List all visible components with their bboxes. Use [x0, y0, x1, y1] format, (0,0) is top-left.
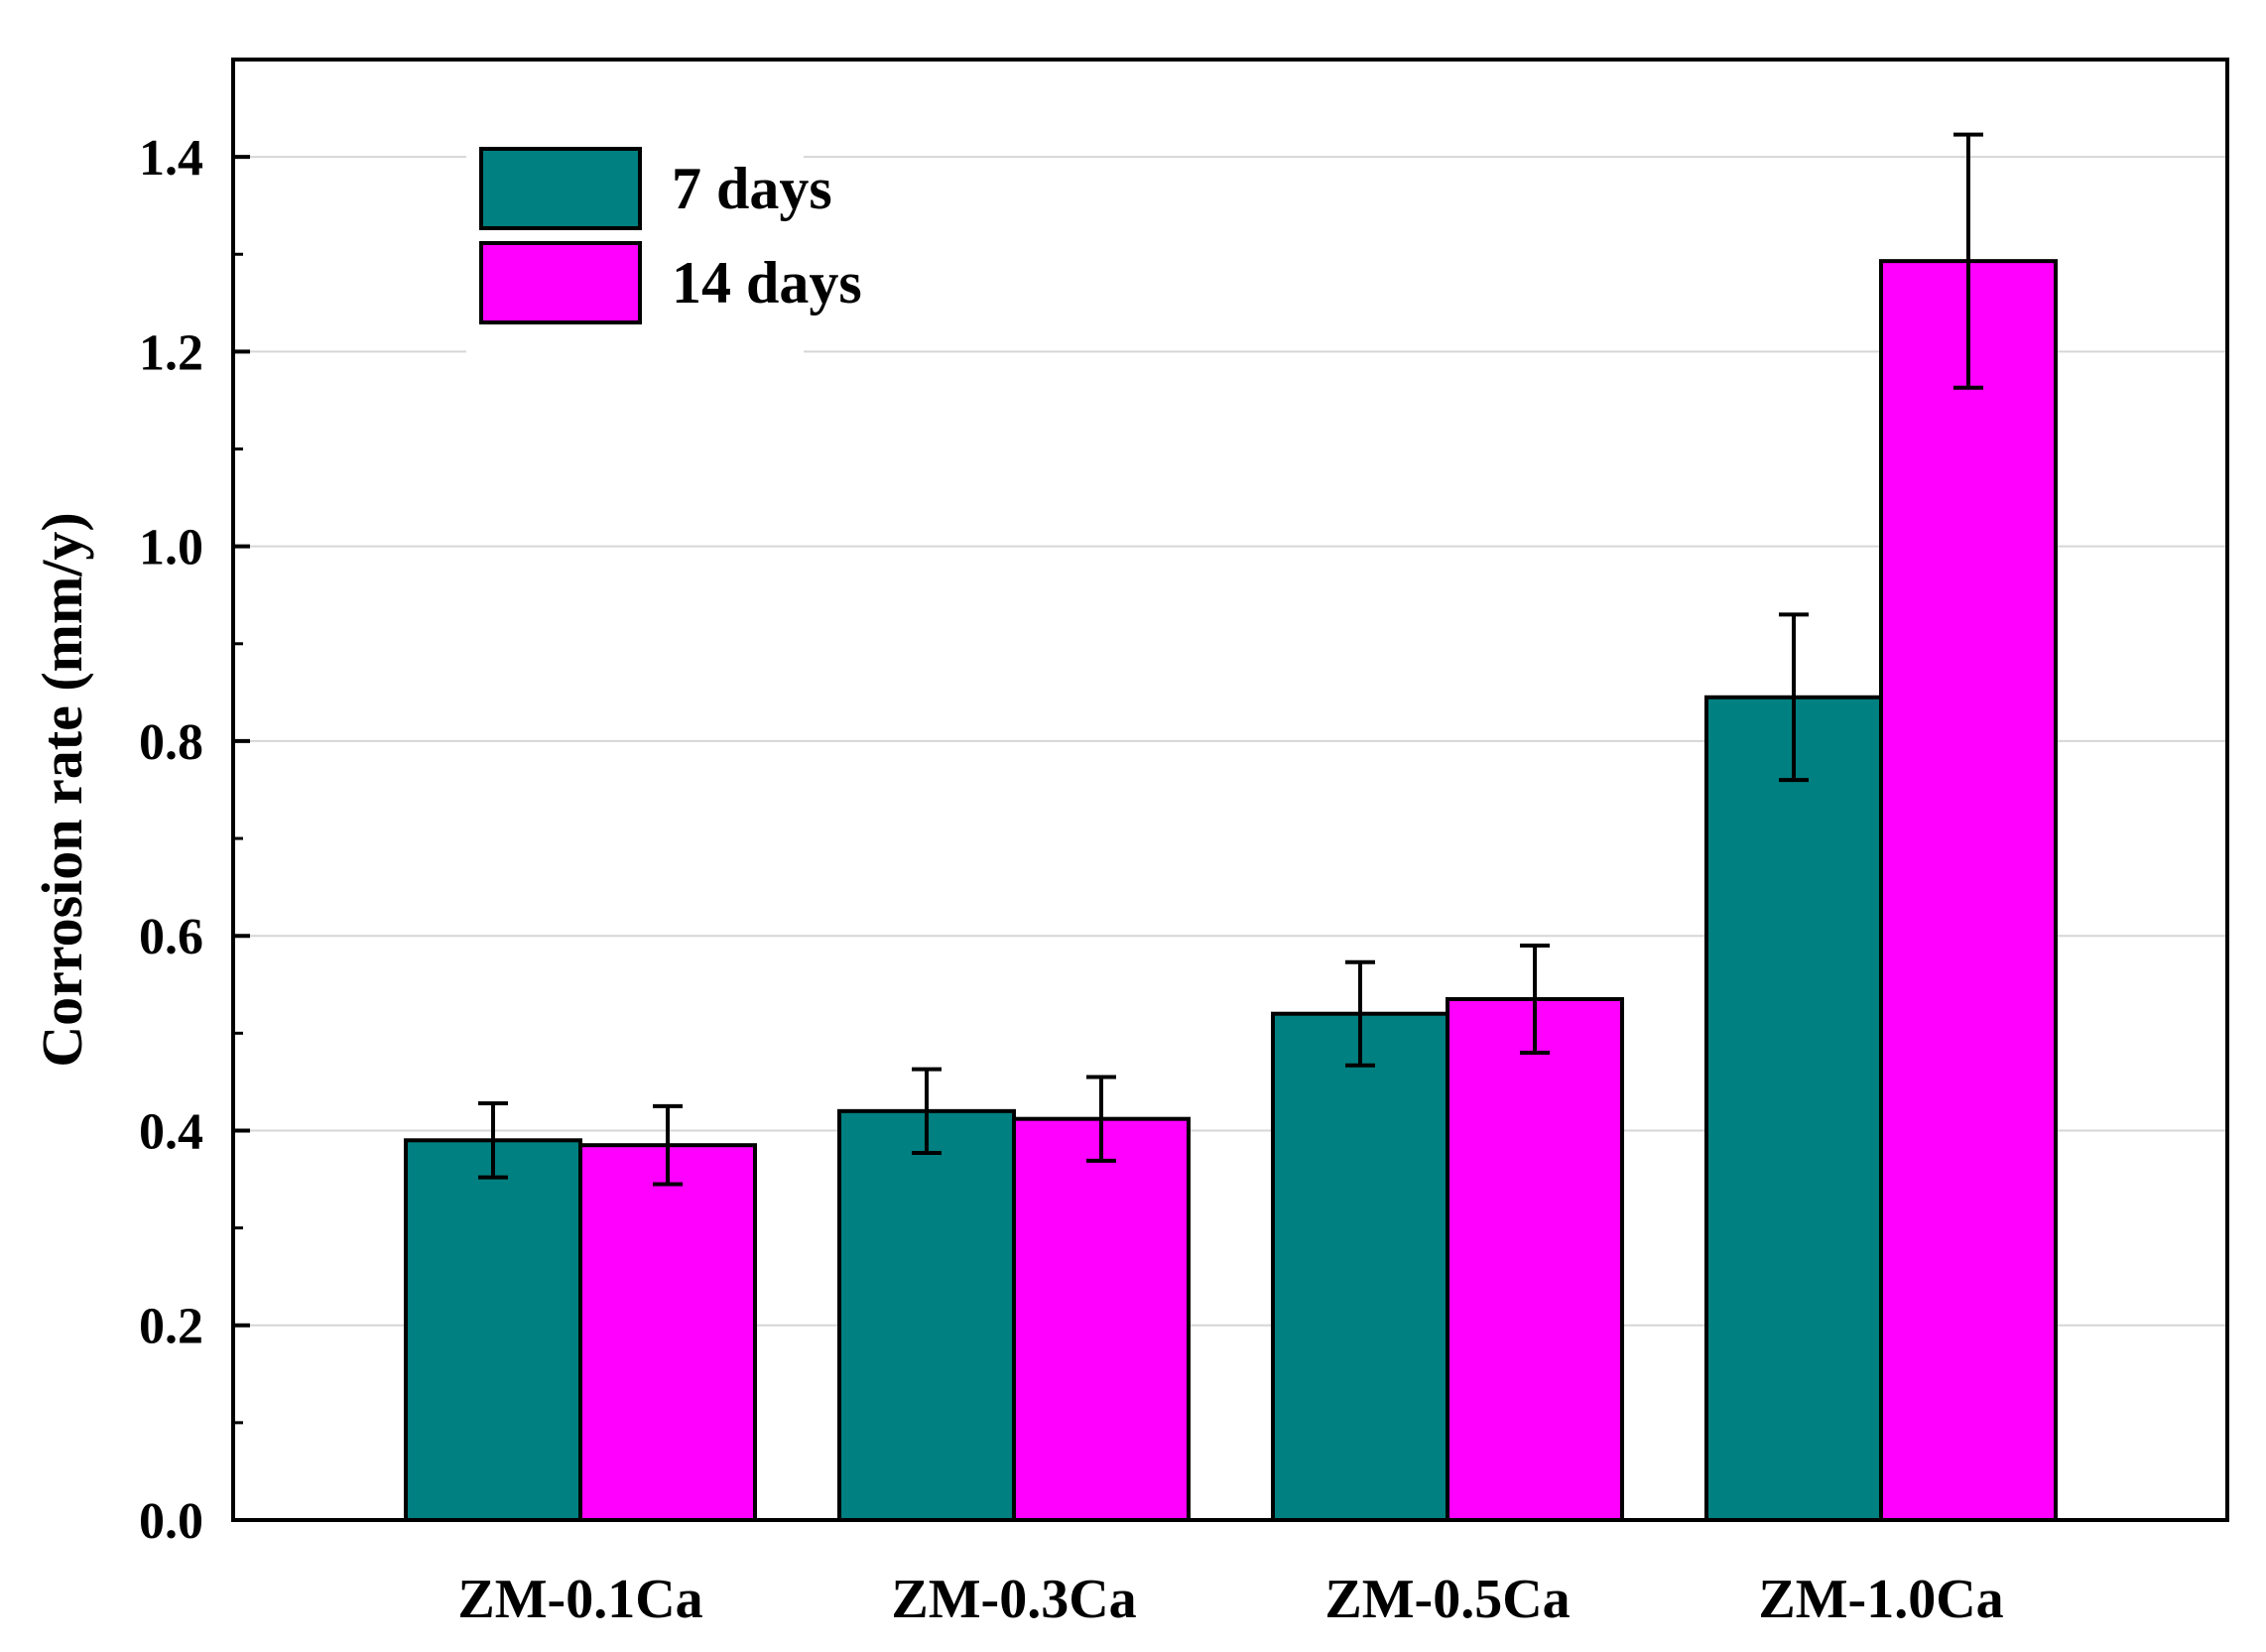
- axis-ticks: [233, 155, 250, 1522]
- legend-label: 14 days: [672, 250, 862, 316]
- x-tick-label: ZM-1.0Ca: [1758, 1569, 2003, 1630]
- bar: [1012, 1116, 1191, 1522]
- y-tick-label: 0.4: [139, 1103, 203, 1160]
- y-tick-label: 0.8: [139, 714, 203, 771]
- legend: 7 days 14 days: [466, 117, 862, 355]
- x-tick-label: ZM-0.3Ca: [891, 1569, 1136, 1630]
- bar: [1704, 695, 1883, 1522]
- legend-swatch: [479, 147, 642, 230]
- x-tick-label: ZM-0.1Ca: [457, 1569, 702, 1630]
- error-bars: [478, 132, 1983, 1187]
- y-tick-label: 0.6: [139, 909, 203, 965]
- y-axis-title: Corrosion rate (mm/y): [30, 512, 94, 1067]
- y-tick-labels: 0.0 0.2 0.4 0.6 0.8 1.0 1.2 1.4: [139, 130, 203, 1550]
- bar: [1446, 996, 1624, 1522]
- y-tick-label: 1.4: [139, 130, 203, 187]
- y-tick-label: 1.0: [139, 520, 203, 576]
- bar: [578, 1143, 757, 1522]
- y-tick-label: 0.2: [139, 1299, 203, 1355]
- bar: [1879, 259, 2058, 1522]
- x-tick-label: ZM-0.5Ca: [1324, 1569, 1570, 1630]
- legend-swatch: [479, 241, 642, 324]
- plot-frame: [231, 58, 2229, 1522]
- bar: [837, 1108, 1016, 1522]
- legend-label: 7 days: [672, 156, 832, 221]
- bar: [1271, 1011, 1449, 1522]
- y-tick-label: 0.0: [139, 1493, 203, 1550]
- bar: [404, 1138, 582, 1523]
- x-tick-labels: ZM-0.1Ca ZM-0.3Ca ZM-0.5Ca ZM-1.0Ca: [457, 1569, 2003, 1630]
- y-tick-label: 1.2: [139, 324, 203, 381]
